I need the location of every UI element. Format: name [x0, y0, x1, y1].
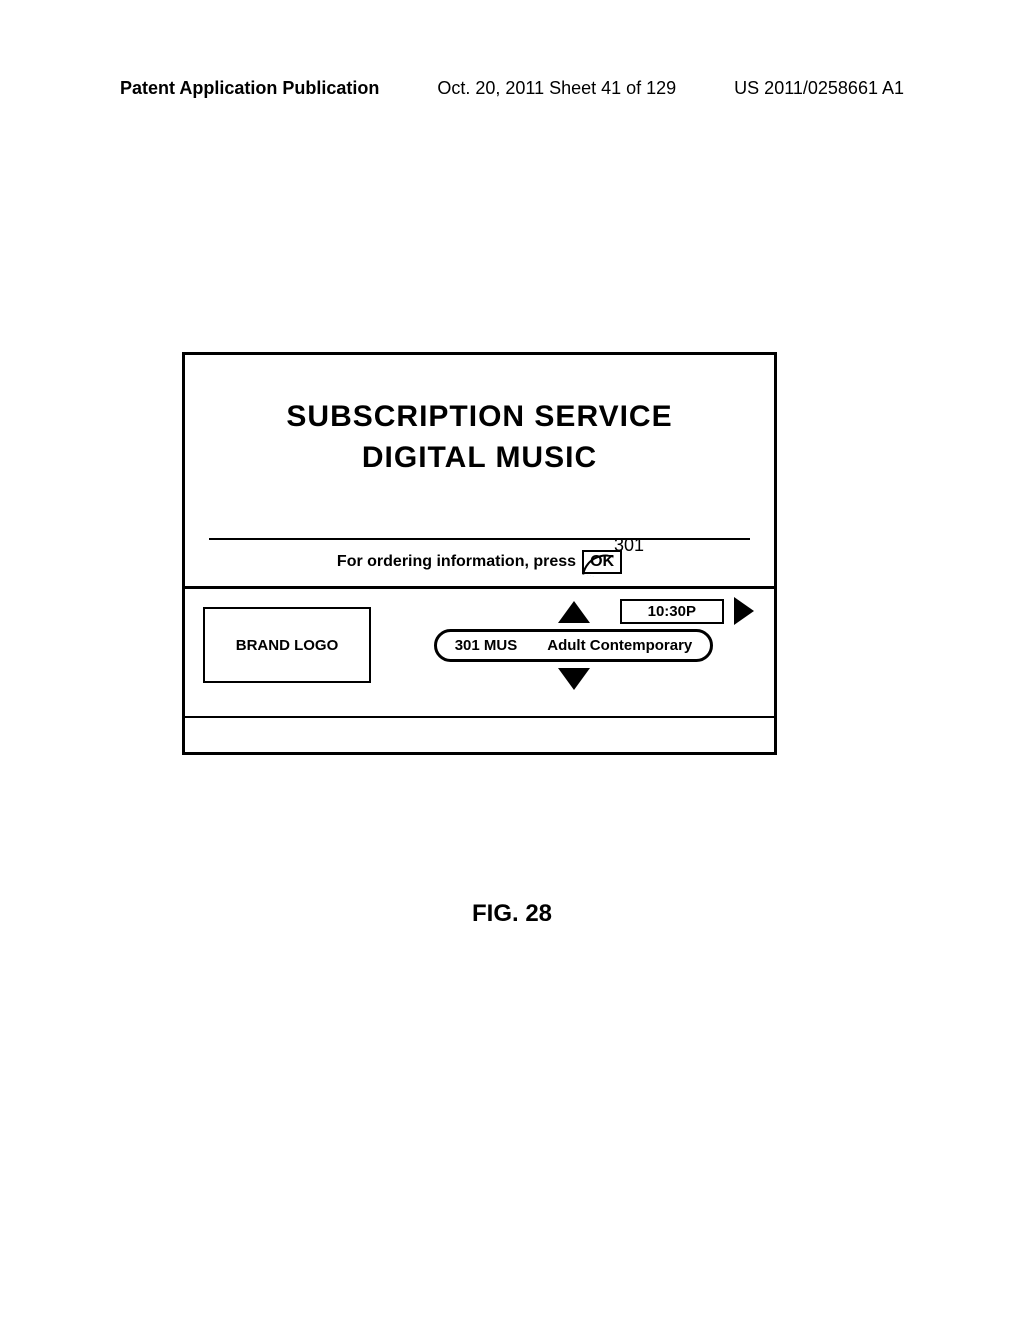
arrow-up-icon[interactable]	[558, 601, 590, 623]
channel-name: Adult Contemporary	[547, 637, 692, 654]
title-block: SUBSCRIPTION SERVICE DIGITAL MUSIC	[185, 355, 774, 538]
callout-ref-number: 301	[614, 535, 644, 556]
arrow-down-icon[interactable]	[558, 668, 590, 690]
header-publication: Patent Application Publication	[120, 78, 379, 99]
title-line-1: SUBSCRIPTION SERVICE	[205, 397, 754, 438]
brand-logo-box: BRAND LOGO	[203, 607, 371, 683]
header-pub-number: US 2011/0258661 A1	[734, 78, 904, 99]
arrow-right-icon[interactable]	[734, 597, 754, 625]
channel-guide-row: BRAND LOGO 10:30P 301 MUS Adult Contempo…	[185, 586, 774, 716]
time-display: 10:30P	[620, 599, 724, 624]
header-date-sheet: Oct. 20, 2011 Sheet 41 of 129	[437, 78, 676, 99]
channel-number: 301 MUS	[455, 637, 518, 654]
order-text: For ordering information, press	[337, 553, 576, 571]
page-header: Patent Application Publication Oct. 20, …	[120, 78, 904, 99]
order-info-bar: For ordering information, press OK	[209, 538, 750, 586]
time-nav: 10:30P	[620, 597, 754, 625]
figure-caption: FIG. 28	[0, 900, 1024, 928]
figure-frame: SUBSCRIPTION SERVICE DIGITAL MUSIC 301 F…	[182, 352, 777, 755]
footer-row	[185, 716, 774, 752]
title-line-2: DIGITAL MUSIC	[205, 438, 754, 479]
channel-pill[interactable]: 301 MUS Adult Contemporary	[434, 629, 714, 662]
